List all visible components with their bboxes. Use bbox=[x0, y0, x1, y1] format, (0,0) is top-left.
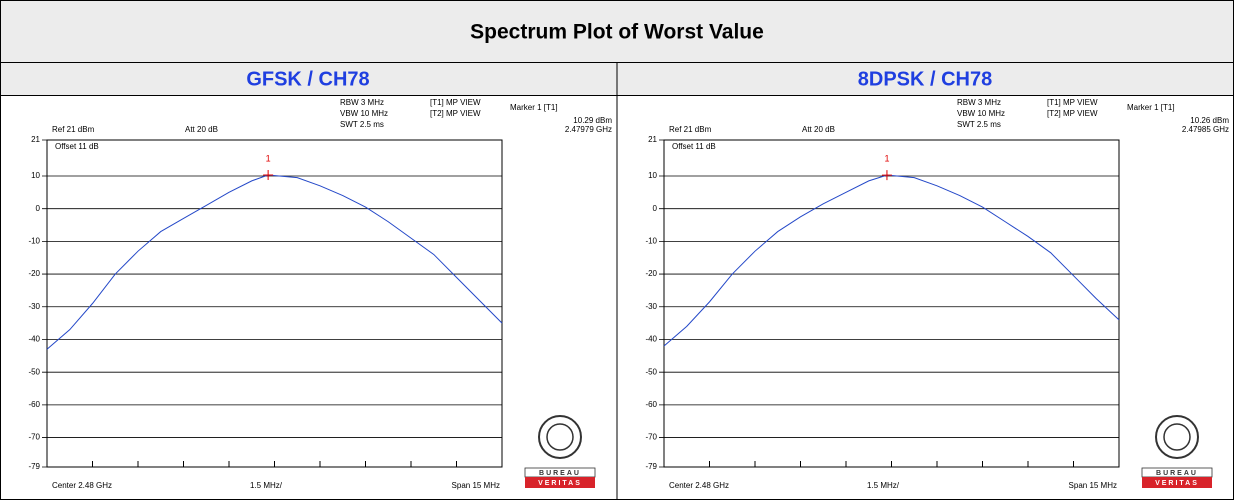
y-tick-label: 21 bbox=[648, 135, 657, 144]
subtitle: GFSK / CH78 bbox=[246, 68, 369, 90]
subtitle: 8DPSK / CH78 bbox=[858, 68, 993, 90]
logo-text: BUREAU bbox=[1156, 470, 1198, 477]
annotation: [T1] MP VIEW bbox=[430, 98, 481, 107]
y-tick-label: -40 bbox=[28, 335, 40, 344]
marker-label: 1 bbox=[884, 153, 889, 163]
logo-seal bbox=[538, 415, 582, 459]
annotation: RBW 3 MHz bbox=[957, 98, 1001, 107]
annotation: Ref 21 dBm bbox=[52, 125, 95, 134]
y-tick-label: 10 bbox=[31, 171, 40, 180]
y-tick-label: 0 bbox=[653, 204, 658, 213]
marker-freq: 2.47979 GHz bbox=[565, 125, 612, 134]
logo-box-bottom bbox=[525, 477, 595, 488]
x-axis-label: 1.5 MHz/ bbox=[250, 481, 283, 490]
annotation: Att 20 dB bbox=[802, 125, 835, 134]
y-tick-label: 21 bbox=[31, 135, 40, 144]
y-tick-label: -50 bbox=[645, 367, 657, 376]
annotation: Ref 21 dBm bbox=[669, 125, 712, 134]
x-axis-label: Center 2.48 GHz bbox=[52, 481, 112, 490]
annotation: Marker 1 [T1] bbox=[1127, 103, 1175, 112]
logo-box-bottom bbox=[1142, 477, 1212, 488]
annotation: Marker 1 [T1] bbox=[510, 103, 558, 112]
y-tick-label: -70 bbox=[645, 433, 657, 442]
annotation: RBW 3 MHz bbox=[340, 98, 384, 107]
y-tick-label: -30 bbox=[28, 302, 40, 311]
x-axis-label: 1.5 MHz/ bbox=[867, 481, 900, 490]
logo-text: BUREAU bbox=[539, 470, 581, 477]
annotation: [T2] MP VIEW bbox=[430, 109, 481, 118]
logo-seal bbox=[1155, 415, 1199, 459]
y-tick-label: -30 bbox=[645, 302, 657, 311]
marker-freq: 2.47985 GHz bbox=[1182, 125, 1229, 134]
x-axis-label: Span 15 MHz bbox=[452, 481, 500, 490]
y-tick-label: -20 bbox=[645, 269, 657, 278]
logo-seal-inner bbox=[546, 423, 574, 451]
y-tick-label: -20 bbox=[28, 269, 40, 278]
annotation: SWT 2.5 ms bbox=[340, 120, 384, 129]
y-tick-label: -79 bbox=[28, 462, 40, 471]
annotation: VBW 10 MHz bbox=[957, 109, 1005, 118]
y-tick-label: -10 bbox=[28, 236, 40, 245]
y-tick-label: -79 bbox=[645, 462, 657, 471]
annotation: VBW 10 MHz bbox=[340, 109, 388, 118]
y-tick-label: -70 bbox=[28, 433, 40, 442]
marker-value: 10.29 dBm bbox=[573, 116, 612, 125]
y-tick-label: -60 bbox=[28, 400, 40, 409]
x-axis-label: Span 15 MHz bbox=[1069, 481, 1117, 490]
annotation: Att 20 dB bbox=[185, 125, 218, 134]
marker-value: 10.26 dBm bbox=[1190, 116, 1229, 125]
x-axis-label: Center 2.48 GHz bbox=[669, 481, 729, 490]
annotation: [T1] MP VIEW bbox=[1047, 98, 1098, 107]
annotation: [T2] MP VIEW bbox=[1047, 109, 1098, 118]
annotation: Offset 11 dB bbox=[55, 142, 99, 151]
marker bbox=[881, 170, 892, 181]
y-tick-label: -50 bbox=[28, 367, 40, 376]
marker bbox=[263, 170, 274, 181]
y-tick-label: 0 bbox=[36, 204, 41, 213]
y-tick-label: 10 bbox=[648, 171, 657, 180]
y-tick-label: -10 bbox=[645, 236, 657, 245]
y-tick-label: -40 bbox=[645, 335, 657, 344]
logo-text: VERITAS bbox=[538, 480, 582, 487]
logo-text: VERITAS bbox=[1155, 480, 1199, 487]
marker-label: 1 bbox=[266, 153, 271, 163]
header-row bbox=[0, 0, 1234, 63]
annotation: SWT 2.5 ms bbox=[957, 120, 1001, 129]
logo-seal-inner bbox=[1163, 423, 1191, 451]
annotation: Offset 11 dB bbox=[672, 142, 716, 151]
page-title: Spectrum Plot of Worst Value bbox=[470, 21, 764, 44]
y-tick-label: -60 bbox=[645, 400, 657, 409]
